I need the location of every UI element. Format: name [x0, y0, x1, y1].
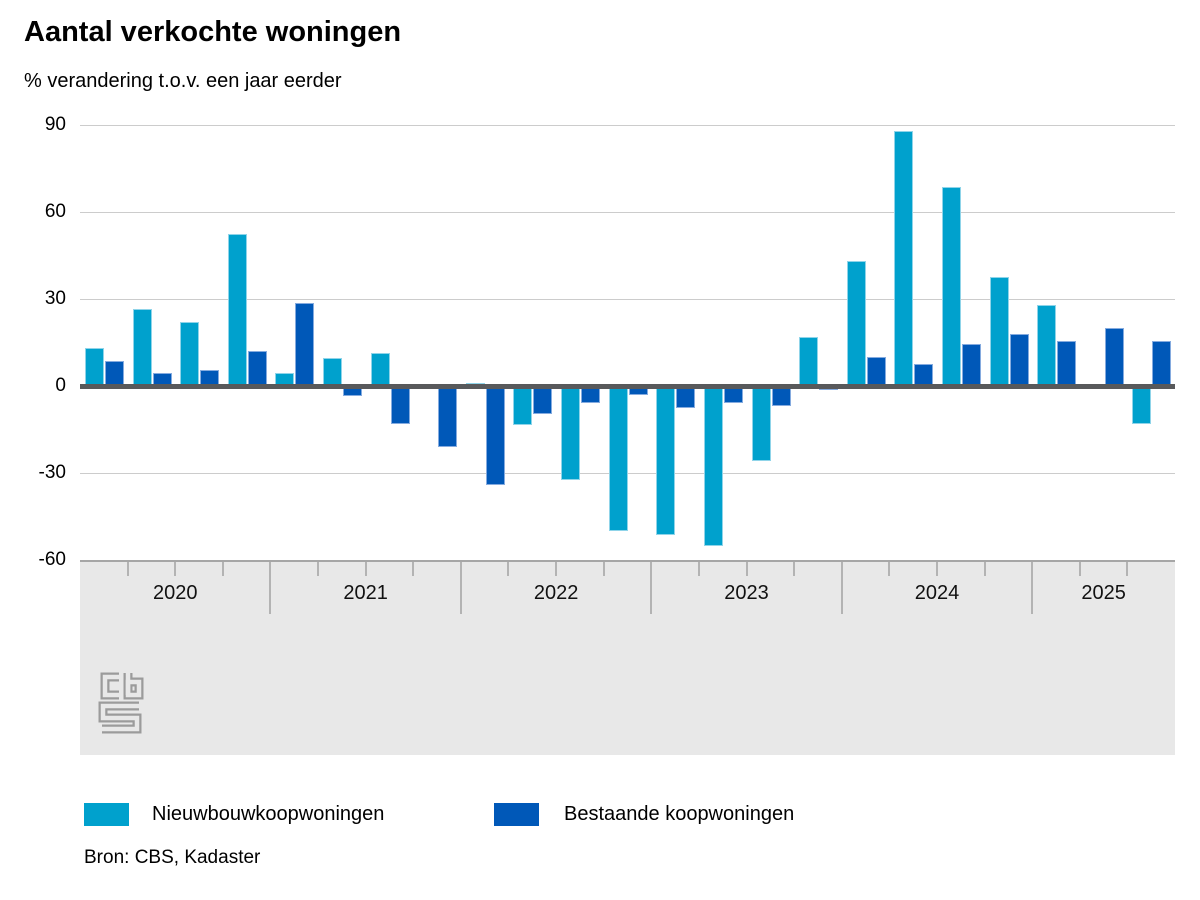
bar-bestaande-koopwoningen-2025Q1 — [1057, 341, 1077, 386]
bar-nieuwbouwkoopwoningen-2020Q4 — [227, 233, 247, 386]
gridline-90 — [80, 125, 1175, 126]
cbs-logo — [98, 672, 144, 734]
quarter-tick — [793, 562, 796, 576]
bar-bestaande-koopwoningen-2022Q1 — [485, 386, 505, 485]
legend-swatch-bestaande-koopwoningen — [494, 803, 539, 826]
y-axis-tick-label: 60 — [44, 201, 66, 222]
y-axis-tick-label: 30 — [44, 288, 66, 309]
x-axis-year-label: 2021 — [343, 582, 388, 604]
bar-bestaande-koopwoningen-2020Q4 — [247, 351, 267, 386]
x-axis-band: 2020 2021 2022 2023 2024 2025 — [80, 560, 1175, 755]
bar-nieuwbouwkoopwoningen-2023Q1 — [656, 386, 676, 536]
bar-nieuwbouwkoopwoningen-2021Q2 — [323, 358, 343, 386]
x-axis-year-label: 2025 — [1081, 582, 1126, 604]
quarter-tick — [364, 562, 367, 576]
bar-bestaande-koopwoningen-2022Q2 — [533, 386, 553, 414]
quarter-tick — [697, 562, 700, 576]
bar-bestaande-koopwoningen-2025Q3 — [1152, 341, 1172, 386]
quarter-tick — [174, 562, 177, 576]
quarter-tick — [983, 562, 986, 576]
y-axis-tick-label: -30 — [38, 462, 66, 483]
quarter-tick — [317, 562, 320, 576]
bar-nieuwbouwkoopwoningen-2021Q3 — [370, 352, 390, 386]
year-boundary-tick — [269, 562, 272, 614]
bar-nieuwbouwkoopwoningen-2024Q4 — [989, 277, 1009, 386]
year-boundary-tick — [840, 562, 843, 614]
bar-bestaande-koopwoningen-2021Q3 — [390, 386, 410, 424]
chart-title: Aantal verkochte woningen — [24, 16, 402, 48]
quarter-tick — [412, 562, 415, 576]
quarter-tick — [602, 562, 605, 576]
bar-nieuwbouwkoopwoningen-2022Q4 — [608, 386, 628, 531]
quarter-tick — [126, 562, 129, 576]
year-boundary-tick — [1031, 562, 1034, 614]
source-note: Bron: CBS, Kadaster — [84, 847, 261, 868]
y-axis-tick-label: -60 — [38, 549, 66, 570]
bar-nieuwbouwkoopwoningen-2024Q3 — [941, 187, 961, 386]
zero-axis-line — [80, 383, 1175, 389]
year-boundary-tick — [459, 562, 462, 614]
quarter-tick — [935, 562, 938, 576]
bar-bestaande-koopwoningen-2021Q1 — [295, 303, 315, 386]
bar-bestaande-koopwoningen-2023Q2 — [723, 386, 743, 404]
bar-bestaande-koopwoningen-2021Q4 — [438, 386, 458, 447]
bar-bestaande-koopwoningen-2023Q1 — [676, 386, 696, 408]
bar-nieuwbouwkoopwoningen-2023Q4 — [799, 336, 819, 386]
bar-nieuwbouwkoopwoningen-2023Q3 — [751, 386, 771, 462]
legend-swatch-nieuwbouwkoopwoningen — [84, 803, 129, 826]
legend-label-nieuwbouwkoopwoningen: Nieuwbouwkoopwoningen — [152, 803, 385, 825]
bar-bestaande-koopwoningen-2024Q3 — [961, 343, 981, 386]
quarter-tick — [221, 562, 224, 576]
x-axis-year-label: 2024 — [914, 582, 960, 604]
bar-nieuwbouwkoopwoningen-2024Q2 — [894, 130, 914, 386]
gridline-60 — [80, 212, 1175, 213]
x-axis-year-label: 2020 — [152, 582, 198, 604]
bar-nieuwbouwkoopwoningen-2020Q3 — [180, 322, 200, 386]
quarter-tick — [1126, 562, 1129, 576]
bar-nieuwbouwkoopwoningen-2025Q1 — [1037, 304, 1057, 386]
bar-bestaande-koopwoningen-2022Q3 — [581, 386, 601, 404]
quarter-tick — [555, 562, 558, 576]
quarter-tick — [507, 562, 510, 576]
bar-nieuwbouwkoopwoningen-2023Q2 — [703, 386, 723, 546]
legend-label-bestaande-koopwoningen: Bestaande koopwoningen — [564, 803, 795, 825]
bar-nieuwbouwkoopwoningen-2020Q2 — [132, 309, 152, 386]
bar-bestaande-koopwoningen-2025Q2 — [1104, 328, 1124, 386]
bar-nieuwbouwkoopwoningen-2024Q1 — [846, 261, 866, 386]
bar-bestaande-koopwoningen-2023Q3 — [771, 386, 791, 407]
y-axis-tick-label: 90 — [44, 114, 66, 135]
quarter-tick — [745, 562, 748, 576]
bar-nieuwbouwkoopwoningen-2025Q3 — [1132, 386, 1152, 424]
bar-nieuwbouwkoopwoningen-2020Q1 — [85, 348, 104, 386]
year-boundary-tick — [650, 562, 653, 614]
x-axis-year-label: 2023 — [724, 582, 769, 604]
x-axis-year-label: 2022 — [533, 582, 579, 604]
bar-bestaande-koopwoningen-2024Q1 — [866, 357, 886, 386]
bar-nieuwbouwkoopwoningen-2022Q2 — [513, 386, 533, 426]
gridline-30 — [80, 299, 1175, 300]
bar-bestaande-koopwoningen-2024Q4 — [1009, 333, 1029, 386]
y-axis-tick-label: 0 — [55, 375, 66, 396]
chart-subtitle: % verandering t.o.v. een jaar eerder — [24, 70, 342, 92]
bar-nieuwbouwkoopwoningen-2022Q3 — [561, 386, 581, 481]
quarter-tick — [888, 562, 891, 576]
quarter-tick — [1078, 562, 1081, 576]
bar-bestaande-koopwoningen-2020Q1 — [105, 361, 124, 386]
